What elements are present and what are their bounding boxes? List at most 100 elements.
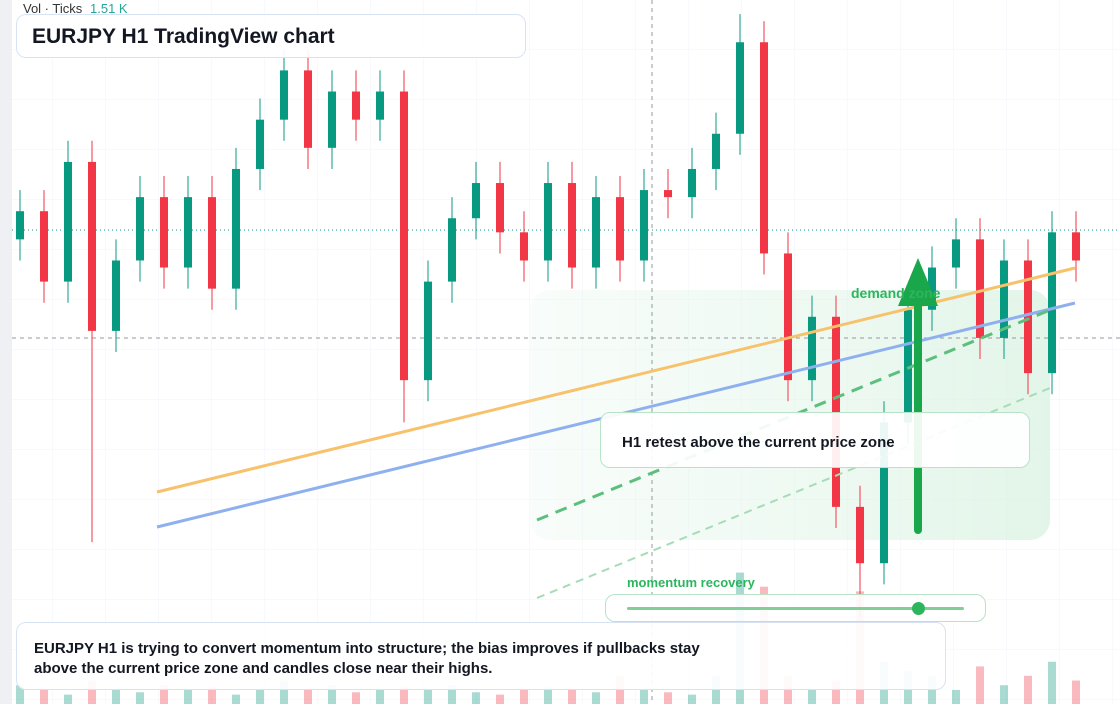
candle-body bbox=[904, 309, 912, 423]
candle-body bbox=[112, 260, 120, 331]
volume-bar bbox=[568, 689, 576, 704]
candle-body bbox=[832, 316, 840, 507]
candle-body bbox=[880, 422, 888, 564]
candle-body bbox=[376, 91, 384, 120]
candle-body bbox=[1000, 260, 1008, 338]
volume-bar bbox=[232, 694, 240, 704]
volume-bar bbox=[976, 666, 984, 704]
volume-bar bbox=[64, 694, 72, 704]
vol-value: 1.51 K bbox=[90, 1, 128, 16]
slider-knob[interactable] bbox=[912, 602, 925, 615]
candle-body bbox=[616, 197, 624, 261]
volume-bar bbox=[592, 692, 600, 704]
candle-body bbox=[328, 91, 336, 148]
slider-label: momentum recovery bbox=[627, 575, 755, 590]
candle-body bbox=[928, 267, 936, 310]
volume-bar bbox=[400, 687, 408, 704]
candle-body bbox=[64, 161, 72, 282]
volume-bar bbox=[112, 689, 120, 704]
volume-bar bbox=[256, 689, 264, 704]
volume-bar bbox=[1048, 661, 1056, 704]
candle-body bbox=[88, 161, 96, 331]
candle-body bbox=[664, 190, 672, 198]
vol-label: Vol · Ticks bbox=[23, 1, 83, 16]
volume-bar bbox=[40, 689, 48, 704]
volume-bar bbox=[952, 689, 960, 704]
candle-body bbox=[1048, 232, 1056, 374]
candle-body bbox=[784, 253, 792, 381]
volume-bar bbox=[424, 689, 432, 704]
volume-bar bbox=[496, 694, 504, 704]
volume-bar bbox=[376, 689, 384, 704]
volume-bar bbox=[448, 685, 456, 704]
candle-body bbox=[1024, 260, 1032, 374]
volume-bar bbox=[1072, 680, 1080, 704]
volume-bar bbox=[520, 689, 528, 704]
volume-bar bbox=[1000, 685, 1008, 704]
candle-body bbox=[424, 281, 432, 381]
left-strip bbox=[0, 0, 12, 704]
volume-bar bbox=[472, 692, 480, 704]
volume-bar bbox=[640, 689, 648, 704]
candle-body bbox=[952, 239, 960, 268]
title-box: EURJPY H1 TradingView chart bbox=[16, 14, 526, 58]
slider[interactable] bbox=[605, 594, 986, 622]
volume-bar bbox=[136, 692, 144, 704]
volume-bar bbox=[664, 692, 672, 704]
candle-body bbox=[712, 133, 720, 169]
zone-label: demand zone bbox=[851, 285, 941, 301]
candle-body bbox=[208, 197, 216, 289]
candle-body bbox=[640, 190, 648, 261]
candle-body bbox=[184, 197, 192, 268]
candle-body bbox=[544, 183, 552, 261]
candle-body bbox=[352, 91, 360, 120]
candle-body bbox=[496, 183, 504, 233]
candle-body bbox=[136, 197, 144, 261]
volume-bar bbox=[16, 685, 24, 704]
candle-body bbox=[592, 197, 600, 268]
candle-body bbox=[520, 232, 528, 261]
retest-box: H1 retest above the current price zone bbox=[600, 412, 1030, 468]
title: EURJPY H1 TradingView chart bbox=[32, 25, 335, 48]
note-box: EURJPY H1 is trying to convert momentum … bbox=[16, 622, 946, 690]
volume-bar bbox=[208, 687, 216, 704]
candle-body bbox=[256, 119, 264, 169]
volume-bar bbox=[184, 689, 192, 704]
volume-bar bbox=[328, 685, 336, 704]
arrow-head bbox=[898, 258, 938, 306]
candle-body bbox=[736, 42, 744, 134]
candle-body bbox=[40, 211, 48, 282]
volume-bar bbox=[1024, 675, 1032, 704]
candle-body bbox=[280, 70, 288, 120]
candle-body bbox=[856, 506, 864, 564]
volume-bar bbox=[352, 692, 360, 704]
candle-body bbox=[160, 197, 168, 268]
candle-body bbox=[568, 183, 576, 268]
candle-body bbox=[760, 42, 768, 254]
volume-bar bbox=[280, 680, 288, 704]
candle-body bbox=[472, 183, 480, 219]
volume-bar bbox=[808, 689, 816, 704]
candle-body bbox=[16, 211, 24, 240]
candle-body bbox=[808, 316, 816, 381]
candle-body bbox=[400, 91, 408, 381]
volume-bar bbox=[88, 680, 96, 704]
volume-bar bbox=[160, 685, 168, 704]
retest-label: H1 retest above the current price zone bbox=[622, 434, 895, 451]
candle-body bbox=[448, 218, 456, 282]
volume-bar bbox=[304, 689, 312, 704]
volume-bar bbox=[544, 687, 552, 704]
note: EURJPY H1 is trying to convert momentum … bbox=[34, 640, 700, 677]
volume-bar bbox=[832, 680, 840, 704]
slider-track bbox=[627, 607, 964, 610]
candle-body bbox=[1072, 232, 1080, 261]
candle-body bbox=[688, 168, 696, 198]
candles bbox=[16, 14, 1080, 620]
candle-body bbox=[232, 168, 240, 289]
trend-line-green bbox=[536, 308, 1051, 522]
candle-body bbox=[304, 70, 312, 148]
candle-body bbox=[976, 239, 984, 338]
volume-bar bbox=[688, 694, 696, 704]
